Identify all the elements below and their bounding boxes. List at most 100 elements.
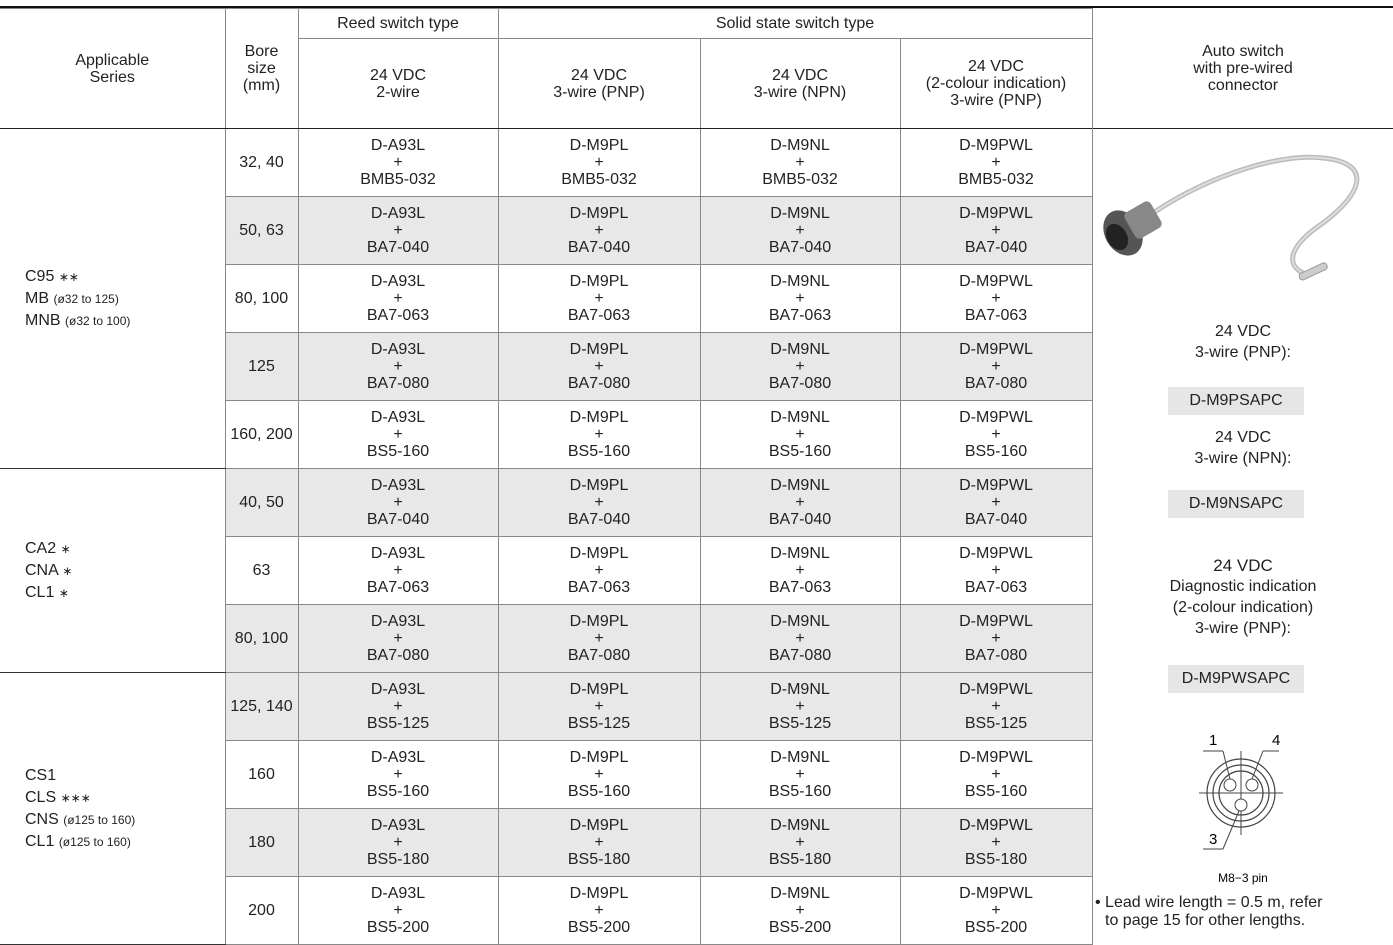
series-cell: CA2 ∗ CNA ∗ CL1 ∗ xyxy=(0,468,226,673)
cell-line: BA7-080 xyxy=(366,647,430,664)
table-row: 125 D-A93L + BA7-080 D-M9PL + BA7-080 D-M9NL + BA… xyxy=(0,332,1093,401)
header-line: 3-wire (PNP) xyxy=(950,92,1042,109)
cell-line: BS5-125 xyxy=(768,715,832,732)
bore-cell: 40, 50 xyxy=(224,468,299,537)
series-name: CA2 xyxy=(25,539,57,557)
cell-line: BA7-063 xyxy=(567,579,631,596)
cell-line: D-M9PL xyxy=(569,205,629,222)
combination-cell: D-A93L + BMB5-032 xyxy=(297,128,499,197)
combination-cell: D-M9NL + BA7-080 xyxy=(699,332,901,401)
combination-cell: D-M9NL + BS5-125 xyxy=(699,672,901,741)
combination-cell: D-A93L + BS5-160 xyxy=(297,400,499,469)
cell-line: BA7-080 xyxy=(567,647,631,664)
header-line: Series xyxy=(89,68,135,86)
cell-line: + xyxy=(795,494,805,511)
option-label: 3-wire (PNP): xyxy=(1194,620,1291,637)
header-line: 24 VDC xyxy=(771,66,829,84)
cell-line: BS5-160 xyxy=(567,443,631,460)
table-row: 180 D-A93L + BS5-180 D-M9PL + BS5-180 D-M9NL + BS… xyxy=(0,808,1093,877)
cell-line: + xyxy=(991,834,1001,851)
cell-line: D-M9PL xyxy=(569,885,629,902)
combination-cell: D-M9PWL + BA7-080 xyxy=(899,604,1093,673)
cell-line: D-M9PL xyxy=(569,749,629,766)
cell-line: + xyxy=(594,562,604,579)
bore-cell: 32, 40 xyxy=(224,128,299,197)
option-label: 24 VDC xyxy=(1214,323,1272,340)
cell-line: D-M9PWL xyxy=(959,613,1033,630)
cell-line: + xyxy=(393,290,403,307)
cell-line: + xyxy=(991,426,1001,443)
pin-label: 3 xyxy=(1209,831,1217,848)
series-name: C95 xyxy=(25,267,55,285)
pin-label: 1 xyxy=(1209,732,1217,749)
cell-line: BA7-040 xyxy=(366,511,430,528)
combination-cell: D-M9NL + BS5-160 xyxy=(699,400,901,469)
cell-line: BA7-063 xyxy=(768,579,832,596)
cell-line: D-M9PWL xyxy=(959,545,1033,562)
combination-cell: D-M9PWL + BS5-200 xyxy=(899,876,1093,945)
cell-line: BA7-063 xyxy=(768,307,832,324)
combination-cell: D-M9NL + BS5-200 xyxy=(699,876,901,945)
header-line: Auto switch xyxy=(1202,42,1284,60)
combination-cell: D-M9NL + BS5-180 xyxy=(699,808,901,877)
table-row: 160, 200 D-A93L + BS5-160 D-M9PL + BS5-160 D-M9… xyxy=(0,400,1093,469)
series-note: (ø32 to 125) xyxy=(53,291,119,306)
combination-cell: D-M9PWL + BS5-180 xyxy=(899,808,1093,877)
cell-line: D-M9PWL xyxy=(959,273,1033,290)
combination-cell: D-M9PWL + BA7-040 xyxy=(899,196,1093,265)
combination-cell: D-M9PL + BA7-063 xyxy=(497,264,701,333)
cell-line: + xyxy=(991,290,1001,307)
cell-line: BS5-160 xyxy=(567,783,631,800)
series-note: ∗ xyxy=(62,563,73,578)
cell-line: + xyxy=(393,698,403,715)
bore-cell: 180 xyxy=(224,808,299,877)
cell-line: D-M9PL xyxy=(569,681,629,698)
note-line: to page 15 for other lengths. xyxy=(1105,912,1306,929)
series-note: ∗ xyxy=(60,541,71,556)
cell-line: + xyxy=(991,222,1001,239)
series-name: CL1 xyxy=(25,832,55,850)
cell-line: D-M9PWL xyxy=(959,341,1033,358)
cell-line: D-M9NL xyxy=(770,885,830,902)
table-row: 80, 100 D-A93L + BA7-063 D-M9PL + BA7-063 D-M9N… xyxy=(0,264,1093,333)
cell-line: BA7-063 xyxy=(964,579,1028,596)
cell-line: + xyxy=(393,630,403,647)
combination-cell: D-M9NL + BA7-040 xyxy=(699,196,901,265)
cell-line: D-M9PWL xyxy=(959,137,1033,154)
cell-line: BS5-200 xyxy=(567,919,631,936)
header-row: Applicable Series Bore size (mm) Reed switch … xyxy=(0,8,1093,129)
cell-line: + xyxy=(393,426,403,443)
cell-line: D-A93L xyxy=(370,477,426,494)
cell-line: BS5-180 xyxy=(768,851,832,868)
cell-line: + xyxy=(795,834,805,851)
header-row: 24 VDC 2-wire 24 VDC 3-wire (PNP) 24 VDC 3-wi… xyxy=(0,38,1093,129)
combination-cell: D-M9PL + BA7-040 xyxy=(497,468,701,537)
cell-line: D-M9PL xyxy=(569,341,629,358)
cell-line: BA7-080 xyxy=(964,647,1028,664)
cell-line: + xyxy=(594,358,604,375)
table-row: 63 D-A93L + BA7-063 D-M9PL + BA7-063 D-M9NL + BA7… xyxy=(0,536,1093,605)
series-line: MB (ø32 to 125) xyxy=(25,288,225,310)
combination-cell: D-M9PWL + BS5-160 xyxy=(899,740,1093,809)
bore-cell: 63 xyxy=(224,536,299,605)
combination-cell: D-M9PWL + BA7-040 xyxy=(899,468,1093,537)
cell-line: D-M9NL xyxy=(770,341,830,358)
cell-line: D-M9PL xyxy=(569,137,629,154)
cell-line: BA7-040 xyxy=(768,511,832,528)
series-line: CNA ∗ xyxy=(25,560,225,582)
cell-line: + xyxy=(991,154,1001,171)
series-note: (ø125 to 160) xyxy=(63,812,136,827)
cell-line: + xyxy=(393,562,403,579)
cell-line: D-M9NL xyxy=(770,817,830,834)
cell-line: BS5-200 xyxy=(366,919,430,936)
cell-line: D-M9NL xyxy=(770,137,830,154)
auto-header: Auto switch with pre-wired connector xyxy=(1093,8,1393,129)
series-line: CA2 ∗ xyxy=(25,538,225,560)
combination-cell: D-M9PL + BS5-180 xyxy=(497,808,701,877)
pin-diagram: 1 4 3 M8−3 pin xyxy=(1199,732,1283,885)
table-row: CA2 ∗ CNA ∗ CL1 ∗ 40, 50 D-A93L + BA7-040 D-M9P… xyxy=(0,468,1093,673)
cell-line: BA7-063 xyxy=(366,307,430,324)
cable-photo xyxy=(1103,154,1360,281)
cell-line: D-M9NL xyxy=(770,409,830,426)
cell-line: D-A93L xyxy=(370,137,426,154)
